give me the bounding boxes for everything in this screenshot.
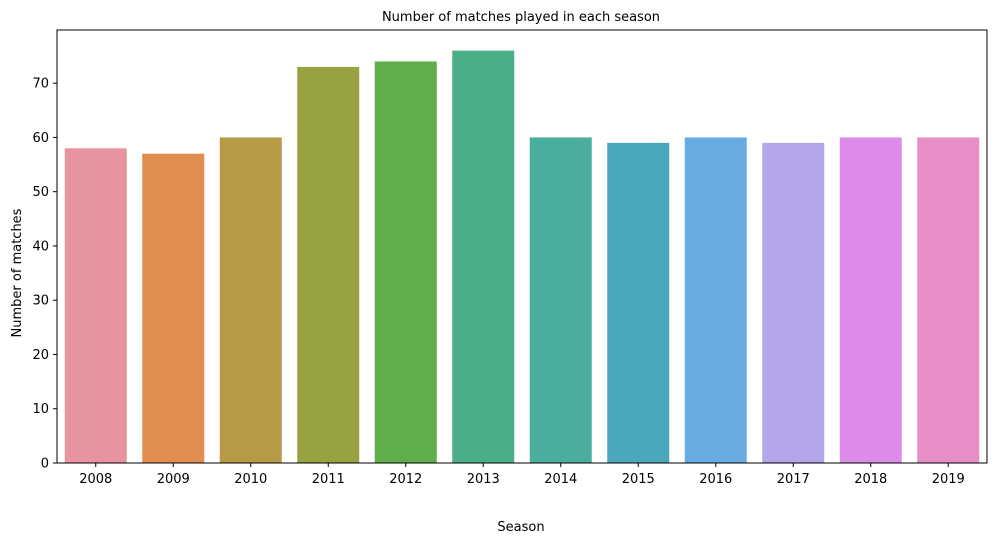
x-tick-label: 2012 <box>389 472 422 487</box>
bar-2008 <box>64 148 127 464</box>
y-tick-label: 20 <box>32 348 49 363</box>
bar-2017 <box>762 142 825 463</box>
y-tick-label: 50 <box>32 185 49 200</box>
bar-2011 <box>297 66 360 463</box>
y-tick-label: 60 <box>32 131 49 146</box>
x-tick-label: 2017 <box>777 472 810 487</box>
bar-2009 <box>142 153 205 463</box>
x-tick-label: 2010 <box>234 472 267 487</box>
y-axis-ticks: 0 10 20 30 40 50 60 70 <box>32 77 57 472</box>
x-tick-label: 2015 <box>622 472 655 487</box>
y-tick-label: 30 <box>32 294 49 309</box>
y-tick-label: 0 <box>41 457 49 472</box>
x-tick-label: 2014 <box>544 472 577 487</box>
bar-2015 <box>607 142 670 463</box>
y-tick-label: 40 <box>32 239 49 254</box>
x-tick-label: 2016 <box>699 472 732 487</box>
x-tick-label: 2008 <box>79 472 112 487</box>
y-tick-label: 70 <box>32 77 49 92</box>
bar-2019 <box>917 137 980 463</box>
bar-2013 <box>452 50 515 463</box>
y-tick-label: 10 <box>32 402 49 417</box>
x-tick-label: 2009 <box>157 472 190 487</box>
plot-frame <box>56 29 988 464</box>
x-axis-ticks: 2008 2009 2010 2011 2012 2013 2014 2015 2016 2017… <box>79 463 965 487</box>
x-tick-label: 2019 <box>932 472 965 487</box>
x-axis-label: Season <box>497 520 544 535</box>
bar-2014 <box>529 137 592 463</box>
x-tick-label: 2018 <box>854 472 887 487</box>
bar-2018 <box>839 137 902 463</box>
bar-2016 <box>684 137 747 463</box>
bars-group <box>64 50 980 464</box>
chart-title: Number of matches played in each season <box>382 10 660 25</box>
y-axis-label: Number of matches <box>10 208 25 337</box>
bar-2010 <box>219 137 282 463</box>
x-tick-label: 2011 <box>312 472 345 487</box>
bar-2012 <box>374 61 437 463</box>
x-tick-label: 2013 <box>467 472 500 487</box>
